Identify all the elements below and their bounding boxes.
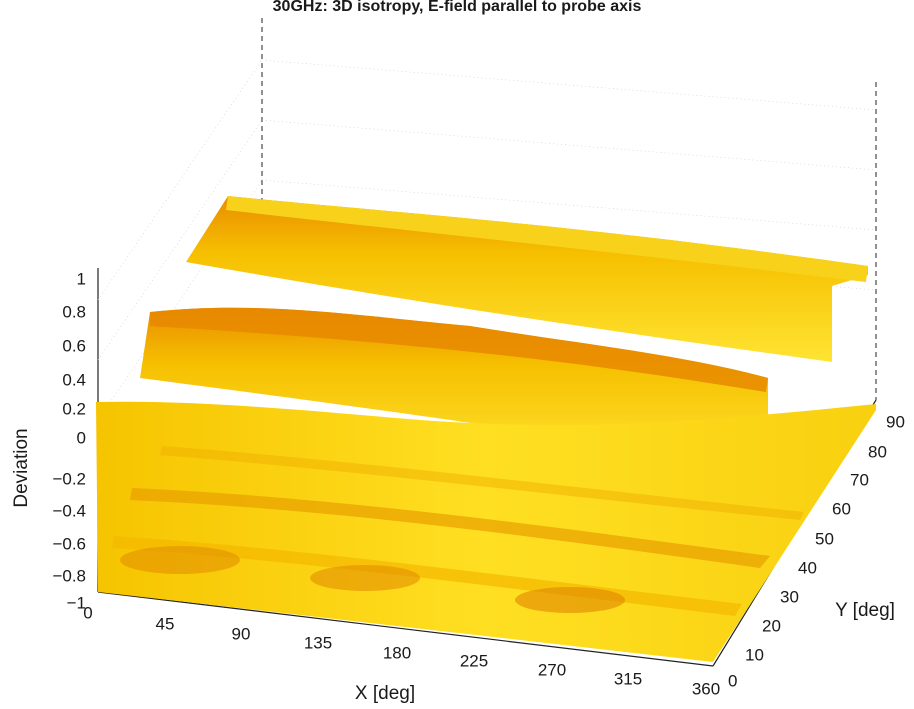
z-tick: 0 <box>77 428 86 447</box>
chart-title: 30GHz: 3D isotropy, E-field parallel to … <box>273 0 642 15</box>
z-tick: −0.8 <box>52 566 86 585</box>
y-tick: 40 <box>798 558 817 577</box>
z-tick: −0.4 <box>52 501 86 520</box>
surface-back-top <box>226 196 868 282</box>
z-tick: −1 <box>67 593 86 612</box>
y-tick: 30 <box>780 587 799 606</box>
z-ticks: 1 0.8 0.6 0.4 0.2 0 −0.2 −0.4 −0.6 −0.8 … <box>52 269 86 612</box>
z-tick: −0.2 <box>52 469 86 488</box>
z-tick: 0.4 <box>62 370 86 389</box>
z-tick: 1 <box>77 269 86 288</box>
y-ticks: 0 10 20 30 40 50 60 70 80 90 <box>728 412 905 690</box>
x-tick: 135 <box>304 633 332 652</box>
y-tick: 60 <box>832 499 851 518</box>
y-tick: 0 <box>728 671 737 690</box>
z-tick: 0.8 <box>62 302 86 321</box>
z-axis-label: Deviation <box>11 428 32 507</box>
y-axis-label: Y [deg] <box>835 600 895 621</box>
z-tick: 0.2 <box>62 399 86 418</box>
x-tick: 225 <box>460 651 488 670</box>
y-tick: 70 <box>850 470 869 489</box>
x-tick: 0 <box>83 603 92 622</box>
x-ticks: 0 45 90 135 180 225 270 315 360 <box>83 603 720 698</box>
surface-floor <box>96 401 876 662</box>
y-tick: 10 <box>745 645 764 664</box>
x-tick: 45 <box>156 614 175 633</box>
y-tick: 80 <box>868 442 887 461</box>
x-tick: 180 <box>383 643 411 662</box>
x-tick: 90 <box>232 624 251 643</box>
y-tick: 50 <box>815 529 834 548</box>
x-tick: 360 <box>692 679 720 698</box>
x-tick: 315 <box>614 669 642 688</box>
x-axis-label: X [deg] <box>355 683 415 704</box>
z-tick: 0.6 <box>62 336 86 355</box>
surface-mid-ridge-top <box>150 307 768 392</box>
z-tick: −0.6 <box>52 534 86 553</box>
x-tick: 270 <box>538 660 566 679</box>
surface <box>96 196 876 662</box>
y-tick: 90 <box>886 412 905 431</box>
surface-back-wall <box>186 196 868 362</box>
y-tick: 20 <box>762 616 781 635</box>
